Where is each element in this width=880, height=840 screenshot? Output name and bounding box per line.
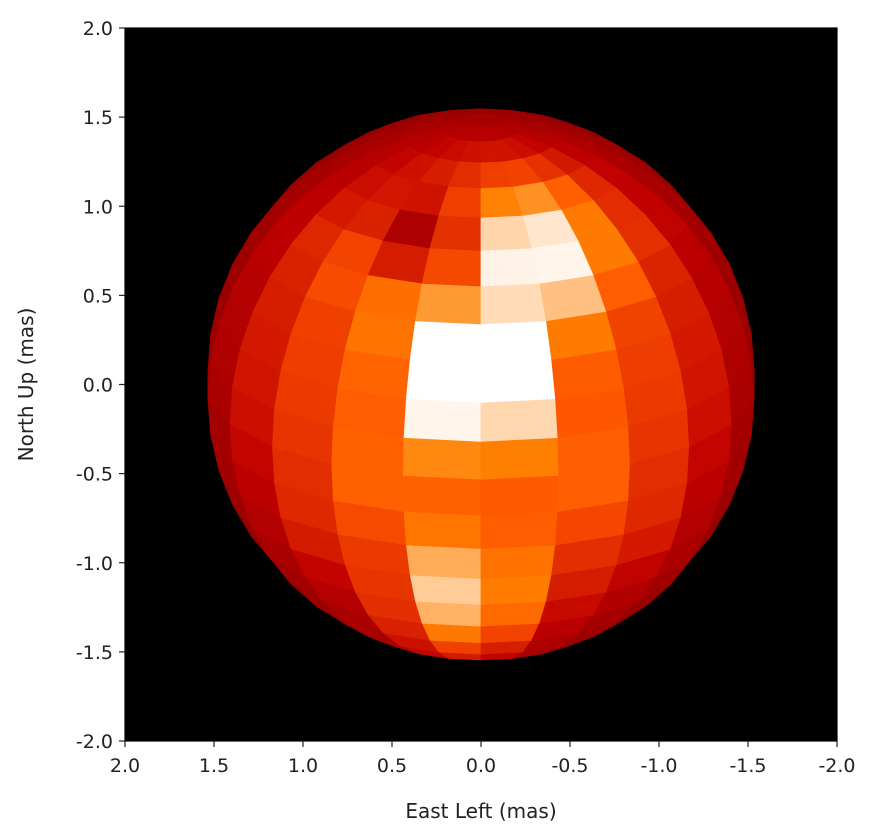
star-surface-cell (402, 474, 482, 516)
star-surface-cell (405, 544, 482, 579)
star-surface-cell (480, 282, 547, 325)
star-surface-cell (480, 622, 541, 644)
star-surface-cell (429, 214, 482, 251)
x-tick-label: -2.0 (818, 755, 855, 777)
star-surface-cell (480, 358, 557, 403)
y-tick-label: 0.5 (83, 285, 113, 307)
y-tick-label: -1.0 (76, 553, 113, 575)
star-surface-cell (480, 544, 557, 579)
star-image (207, 108, 755, 661)
x-tick-label: 2.0 (110, 755, 140, 777)
star-surface-cell (415, 282, 482, 325)
y-tick-label: 1.5 (83, 107, 113, 129)
y-tick-label: 0.0 (83, 375, 113, 397)
star-surface-cell (480, 247, 541, 287)
star-surface-cell (480, 600, 547, 627)
star-surface-cell (409, 574, 482, 605)
star-surface-cell (421, 622, 482, 644)
x-tick-label: 1.0 (288, 755, 318, 777)
y-tick-label: 2.0 (83, 18, 113, 40)
plot-area (124, 27, 838, 742)
x-tick-label: -1.5 (729, 755, 766, 777)
star-surface-cell (480, 574, 553, 605)
y-axis-title: North Up (mas) (14, 308, 38, 462)
star-surface-cell (480, 437, 560, 480)
star-surface-cell (480, 113, 494, 126)
star-surface-cell (402, 437, 482, 480)
y-axis: 2.0 1.5 1.0 0.5 0.0 -0.5 -1.0 -1.5 -2.0 (76, 18, 125, 753)
star-surface-cell (409, 320, 482, 364)
x-axis: 2.0 1.5 1.0 0.5 0.0 -0.5 -1.0 -1.5 -2.0 (110, 741, 856, 777)
y-tick-label: -1.5 (76, 642, 113, 664)
star-surface-cell (480, 510, 559, 549)
star-surface-cell (421, 247, 482, 287)
x-tick-label: 0.0 (466, 755, 496, 777)
star-surface-cell (403, 510, 482, 549)
y-tick-label: -2.0 (76, 731, 113, 753)
x-tick-label: 0.5 (377, 755, 407, 777)
star-surface-cell (415, 600, 482, 627)
y-tick-label: -0.5 (76, 464, 113, 486)
y-tick-label: 1.0 (83, 196, 113, 218)
star-surface-cell (480, 320, 553, 364)
star-surface-cell (480, 398, 559, 442)
x-axis-title: East Left (mas) (405, 799, 556, 823)
star-surface-cell (405, 358, 482, 403)
x-tick-label: -1.0 (640, 755, 677, 777)
star-surface-cell (480, 474, 560, 516)
star-surface-cell (403, 398, 482, 442)
x-tick-label: -0.5 (551, 755, 588, 777)
x-tick-label: 1.5 (199, 755, 229, 777)
